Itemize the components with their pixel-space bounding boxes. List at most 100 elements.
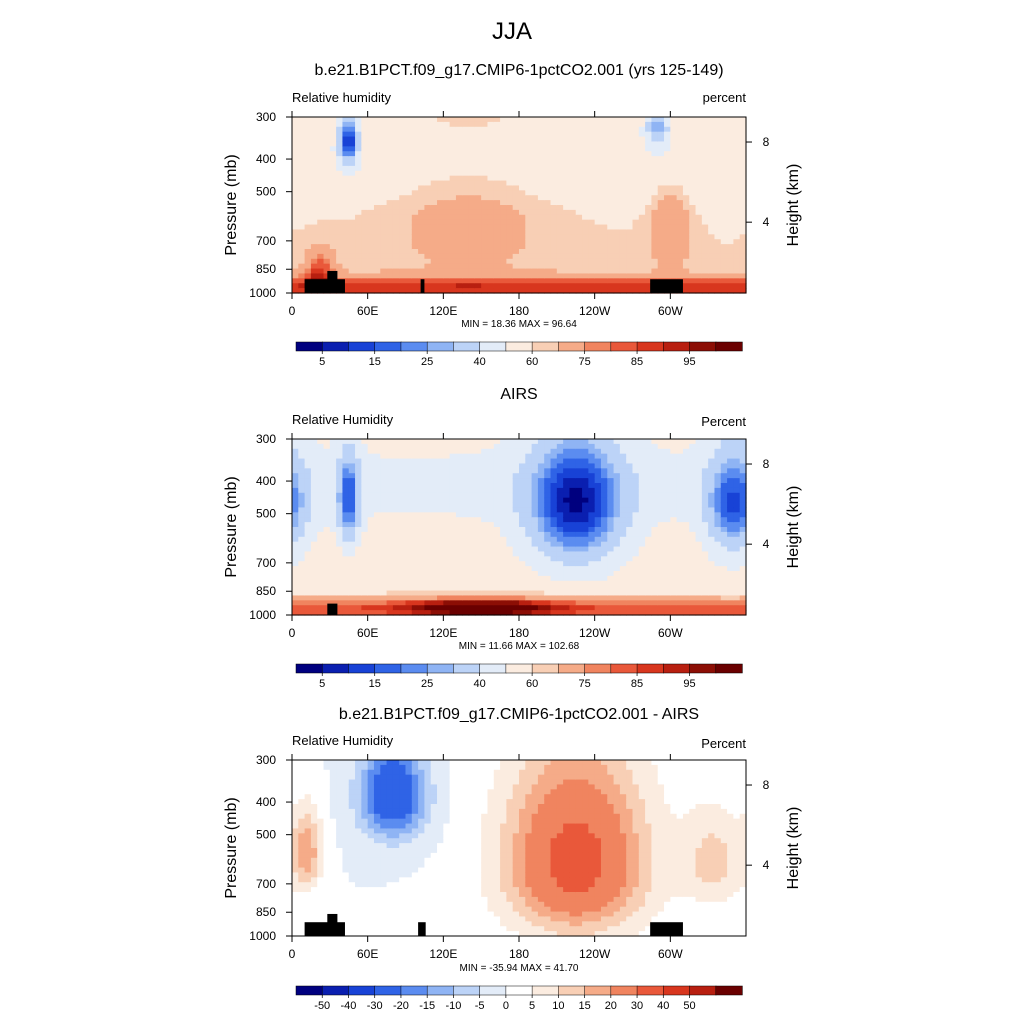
- field-cell: [619, 136, 627, 143]
- field-cell: [430, 136, 438, 143]
- field-cell: [323, 273, 331, 279]
- field-cell: [292, 580, 299, 587]
- field-cell: [455, 600, 463, 606]
- field-cell: [506, 575, 514, 582]
- field-cell: [638, 151, 646, 157]
- field-cell: [739, 263, 747, 270]
- field-cell: [474, 141, 482, 147]
- field-cell: [727, 146, 734, 152]
- field-cell: [443, 244, 451, 250]
- field-cell: [525, 156, 533, 162]
- field-cell: [474, 185, 482, 191]
- field-cell: [638, 253, 646, 260]
- field-cell: [455, 580, 463, 587]
- field-cell: [537, 546, 545, 553]
- field-cell: [626, 126, 634, 133]
- field-cell: [462, 478, 470, 484]
- field-cell: [443, 268, 451, 275]
- field-cell: [361, 502, 369, 509]
- field-cell: [298, 146, 306, 152]
- field-cell: [519, 121, 526, 128]
- field-cell: [392, 585, 400, 592]
- field-cell: [531, 536, 539, 543]
- field-cell: [556, 443, 564, 450]
- field-cell: [380, 439, 388, 445]
- field-cell: [512, 156, 520, 162]
- field-cell: [550, 443, 558, 450]
- field-cell: [632, 580, 640, 587]
- field-cell: [626, 205, 634, 211]
- field-cell: [405, 253, 413, 260]
- field-cell: [651, 478, 659, 484]
- field-cell: [443, 126, 451, 133]
- field-cell: [386, 268, 394, 275]
- field-cell: [348, 502, 356, 509]
- field-cell: [443, 200, 451, 206]
- field-cell: [531, 170, 539, 177]
- field-cell: [443, 443, 451, 450]
- field-cell: [720, 131, 728, 138]
- field-cell: [657, 478, 665, 484]
- field-cell: [399, 244, 407, 250]
- x-tick-label: 60E: [357, 304, 378, 318]
- field-cell: [411, 161, 419, 167]
- field-cell: [689, 136, 697, 143]
- field-cell: [342, 180, 350, 187]
- field-cell: [411, 566, 419, 572]
- field-cell: [701, 234, 709, 240]
- field-cell: [373, 288, 381, 294]
- field-cell: [569, 463, 577, 469]
- field-cell: [544, 126, 552, 133]
- field-cell: [474, 263, 482, 270]
- field-cell: [556, 161, 564, 167]
- field-cell: [569, 556, 577, 562]
- field-cell: [638, 546, 646, 553]
- field-cell: [594, 141, 602, 147]
- field-cell: [708, 180, 716, 187]
- field-cell: [506, 443, 514, 450]
- field-cell: [689, 585, 697, 592]
- field-cell: [588, 209, 596, 216]
- field-cell: [537, 200, 545, 206]
- field-cell: [582, 249, 589, 255]
- field-cell: [329, 546, 337, 553]
- field-cell: [418, 522, 426, 528]
- field-cell: [739, 253, 747, 260]
- field-cell: [525, 180, 533, 187]
- field-cell: [506, 151, 514, 157]
- field-cell: [500, 253, 507, 260]
- field-cell: [355, 156, 362, 162]
- field-cell: [437, 273, 444, 279]
- field-cell: [563, 458, 571, 465]
- field-cell: [664, 487, 671, 494]
- field-cell: [506, 571, 514, 577]
- field-cell: [563, 244, 571, 250]
- field-cell: [462, 517, 470, 523]
- field-cell: [411, 146, 419, 152]
- field-cell: [424, 283, 432, 289]
- field-cell: [348, 448, 356, 455]
- field-cell: [373, 258, 381, 265]
- field-cell: [531, 180, 539, 187]
- field-cell: [361, 141, 369, 147]
- field-cell: [613, 463, 621, 469]
- field-cell: [386, 473, 394, 479]
- field-cell: [487, 253, 495, 260]
- field-cell: [342, 249, 350, 255]
- field-cell: [632, 546, 640, 553]
- field-cell: [424, 151, 432, 157]
- field-cell: [701, 288, 709, 294]
- field-cell: [550, 244, 558, 250]
- field-cell: [575, 136, 583, 143]
- field-cell: [449, 185, 457, 191]
- field-cell: [733, 131, 741, 138]
- field-cell: [695, 439, 703, 445]
- field-cell: [304, 492, 312, 499]
- field-cell: [657, 268, 665, 275]
- field-cell: [607, 492, 615, 499]
- field-cell: [380, 161, 388, 167]
- field-cell: [645, 288, 653, 294]
- field-cell: [373, 141, 381, 147]
- field-cell: [569, 561, 577, 567]
- field-cell: [348, 273, 356, 279]
